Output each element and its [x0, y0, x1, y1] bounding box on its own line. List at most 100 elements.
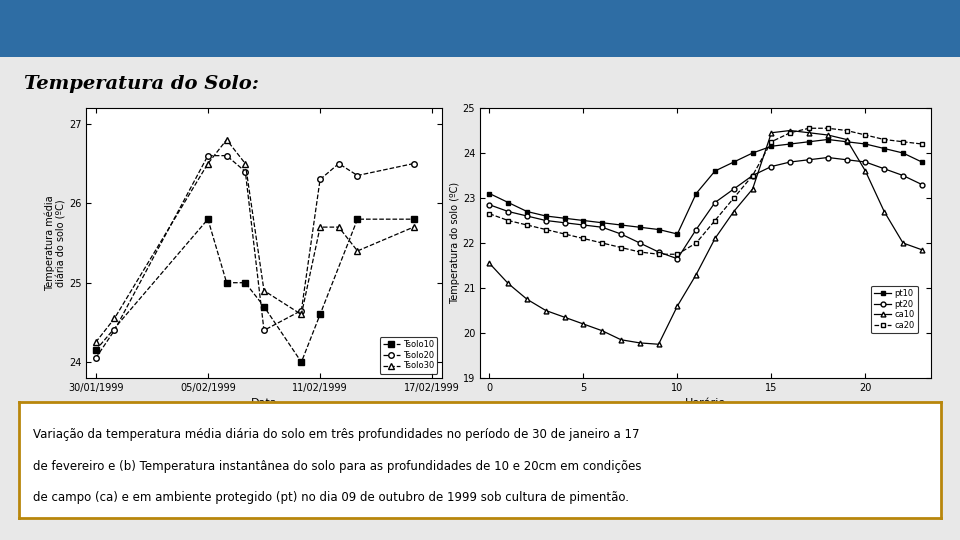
- ca10: [521, 296, 533, 302]
- pt10: [709, 168, 721, 174]
- pt20: [841, 157, 852, 163]
- pt20: [709, 199, 721, 206]
- ca20: [540, 226, 552, 233]
- ca20: [484, 211, 495, 217]
- ca20: [521, 222, 533, 228]
- ca10: [747, 186, 758, 192]
- Tsolo10: [203, 216, 214, 222]
- Tsolo30: [314, 224, 325, 231]
- pt20: [728, 186, 739, 192]
- ca10: [822, 132, 833, 138]
- Y-axis label: Temperatura do solo (ºC): Temperatura do solo (ºC): [450, 182, 460, 304]
- ca10: [728, 208, 739, 215]
- pt20: [502, 208, 514, 215]
- pt20: [596, 224, 608, 231]
- Tsolo30: [203, 160, 214, 167]
- ca20: [690, 240, 702, 246]
- pt20: [521, 213, 533, 219]
- Tsolo10: [314, 311, 325, 318]
- pt20: [615, 231, 627, 237]
- ca10: [502, 280, 514, 287]
- pt10: [690, 190, 702, 197]
- pt10: [841, 138, 852, 145]
- ca10: [540, 307, 552, 314]
- Legend: Tsolo10, Tsolo20, Tsolo30: Tsolo10, Tsolo20, Tsolo30: [379, 337, 438, 374]
- ca20: [804, 125, 815, 131]
- Text: de campo (ca) e em ambiente protegido (pt) no dia 09 de outubro de 1999 sob cult: de campo (ca) e em ambiente protegido (p…: [33, 491, 629, 504]
- ca20: [596, 240, 608, 246]
- Tsolo30: [408, 224, 420, 231]
- pt10: [784, 141, 796, 147]
- pt10: [747, 150, 758, 156]
- Line: pt20: pt20: [487, 155, 924, 261]
- ca20: [559, 231, 570, 237]
- pt20: [634, 240, 645, 246]
- ca20: [916, 141, 927, 147]
- ca20: [615, 244, 627, 251]
- pt20: [484, 201, 495, 208]
- Tsolo10: [351, 216, 363, 222]
- Tsolo20: [408, 160, 420, 167]
- Text: Temperatura do Solo e do Ar: Temperatura do Solo e do Ar: [257, 15, 703, 42]
- ca10: [898, 240, 909, 246]
- Tsolo20: [296, 307, 307, 314]
- pt20: [784, 159, 796, 165]
- Tsolo30: [240, 160, 252, 167]
- Line: Tsolo10: Tsolo10: [93, 217, 417, 365]
- Tsolo30: [258, 287, 270, 294]
- Text: de fevereiro e (b) Temperatura instantânea do solo para as profundidades de 10 e: de fevereiro e (b) Temperatura instantân…: [33, 460, 641, 472]
- Tsolo10: [258, 303, 270, 310]
- pt10: [578, 217, 589, 224]
- ca10: [653, 341, 664, 348]
- ca10: [878, 208, 890, 215]
- ca20: [502, 217, 514, 224]
- ca20: [841, 127, 852, 134]
- Line: Tsolo20: Tsolo20: [93, 153, 417, 361]
- pt10: [916, 159, 927, 165]
- pt10: [615, 222, 627, 228]
- pt20: [578, 222, 589, 228]
- ca10: [766, 130, 778, 136]
- pt20: [878, 165, 890, 172]
- pt20: [898, 172, 909, 179]
- pt10: [878, 145, 890, 152]
- pt10: [653, 226, 664, 233]
- Tsolo20: [240, 168, 252, 175]
- ca20: [709, 217, 721, 224]
- Tsolo10: [90, 347, 102, 354]
- ca20: [728, 195, 739, 201]
- pt10: [728, 159, 739, 165]
- ca10: [596, 327, 608, 334]
- pt10: [672, 231, 684, 237]
- ca20: [878, 136, 890, 143]
- pt20: [804, 157, 815, 163]
- pt10: [822, 136, 833, 143]
- Tsolo10: [296, 359, 307, 366]
- Tsolo20: [351, 172, 363, 179]
- Tsolo20: [108, 327, 120, 334]
- pt20: [822, 154, 833, 161]
- pt10: [634, 224, 645, 231]
- Tsolo20: [90, 355, 102, 361]
- ca10: [559, 314, 570, 320]
- pt10: [596, 219, 608, 226]
- Line: Tsolo30: Tsolo30: [93, 137, 417, 345]
- Legend: pt10, pt20, ca10, ca20: pt10, pt20, ca10, ca20: [871, 286, 918, 333]
- ca20: [578, 235, 589, 242]
- pt20: [559, 219, 570, 226]
- pt10: [540, 213, 552, 219]
- ca20: [747, 172, 758, 179]
- ca10: [615, 336, 627, 343]
- Tsolo30: [351, 248, 363, 254]
- ca20: [898, 138, 909, 145]
- Tsolo20: [314, 176, 325, 183]
- ca20: [859, 132, 871, 138]
- pt10: [804, 138, 815, 145]
- ca10: [672, 303, 684, 309]
- ca10: [484, 260, 495, 266]
- X-axis label: Horário: Horário: [685, 399, 726, 408]
- pt10: [559, 215, 570, 221]
- Y-axis label: Temperatura média
diária do solo (ºC): Temperatura média diária do solo (ºC): [44, 195, 66, 291]
- ca10: [709, 235, 721, 242]
- ca20: [672, 251, 684, 258]
